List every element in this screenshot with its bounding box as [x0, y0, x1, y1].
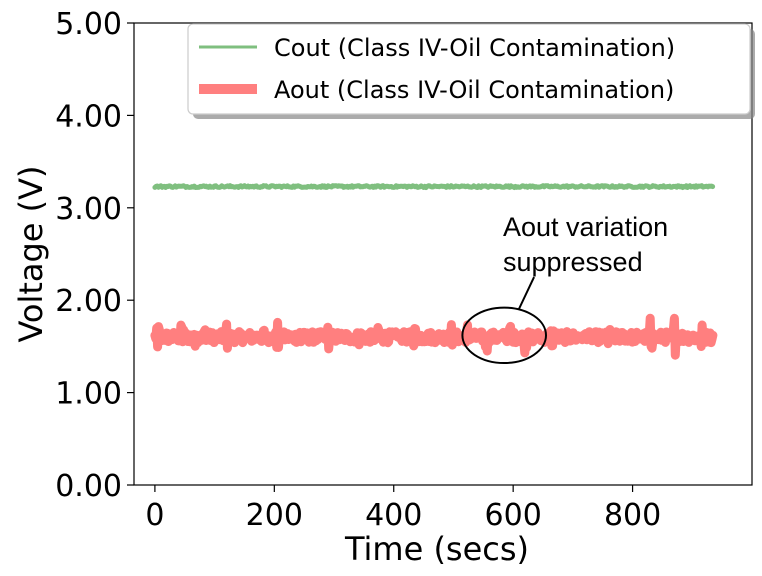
y-tick-label: 2.00 — [55, 284, 122, 319]
x-tick-label: 800 — [604, 498, 661, 533]
axes-frame — [133, 22, 753, 486]
y-tick-label: 3.00 — [55, 192, 122, 227]
annotation: Aout variation suppressed — [461, 212, 668, 365]
x-tick-label: 400 — [365, 498, 422, 533]
y-tick-label: 0.00 — [55, 469, 122, 504]
plot-frame — [133, 22, 753, 486]
y-tick-label: 1.00 — [55, 377, 122, 412]
aout-series-line — [150, 313, 718, 360]
legend-box — [187, 23, 751, 115]
annotation-ellipse — [461, 306, 548, 365]
x-tick-label: 0 — [145, 498, 164, 533]
y-tick-label: 5.00 — [55, 7, 122, 42]
x-axis-label: Time (secs) — [344, 530, 529, 568]
annotation-text-line2: suppressed — [503, 247, 643, 277]
ticks: 0 200 400 600 800 0.00 1.00 2.00 3.00 4.00 5.00 — [55, 7, 661, 533]
annotation-arrow — [517, 276, 535, 310]
legend: Cout (Class IV-Oil Contamination) Aout (C… — [187, 23, 755, 119]
series-layer — [150, 183, 718, 360]
legend-label-aout: Aout (Class IV-Oil Contamination) — [274, 76, 674, 104]
cout-series-line — [152, 183, 716, 190]
x-tick-label: 200 — [246, 498, 303, 533]
y-axis-label: Voltage (V) — [12, 165, 50, 342]
annotation-text-line1: Aout variation — [503, 212, 668, 242]
legend-label-cout: Cout (Class IV-Oil Contamination) — [274, 34, 675, 62]
y-tick-label: 4.00 — [55, 99, 122, 134]
x-tick-label: 600 — [485, 498, 542, 533]
